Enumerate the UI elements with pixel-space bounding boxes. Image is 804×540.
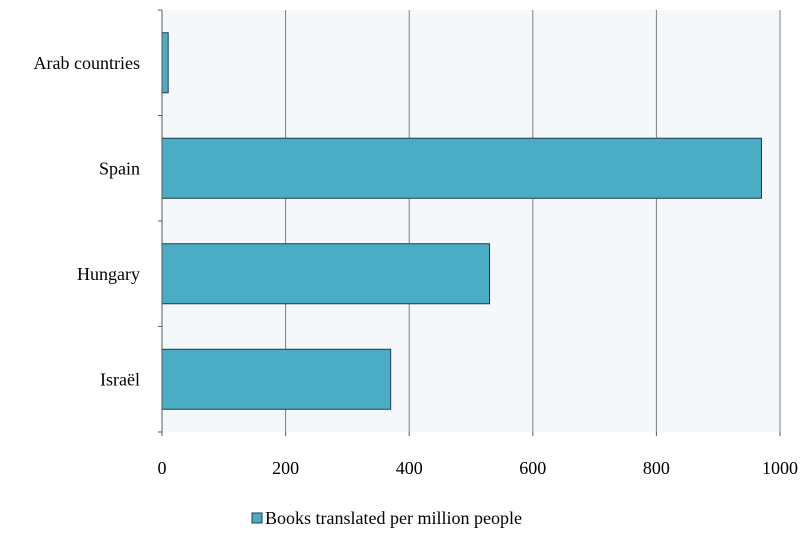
- legend-swatch: [251, 512, 263, 524]
- category-label: Hungary: [77, 264, 140, 284]
- legend-label: Books translated per million people: [265, 508, 522, 528]
- bar: [161, 32, 169, 94]
- bar: [161, 348, 392, 410]
- category-label: Spain: [99, 158, 140, 178]
- x-tick-label: 1000: [762, 458, 798, 478]
- x-axis-ticks: 0 200 400 600 800 1000: [158, 432, 798, 478]
- legend: Books translated per million people: [251, 508, 522, 528]
- bars: [161, 32, 762, 410]
- category-label: Israël: [100, 369, 140, 389]
- x-tick-label: 0: [158, 458, 167, 478]
- category-label: Arab countries: [34, 53, 140, 73]
- x-tick-label: 400: [396, 458, 423, 478]
- x-tick-label: 600: [519, 458, 546, 478]
- x-tick-label: 800: [643, 458, 670, 478]
- bar: [161, 243, 491, 305]
- bar: [161, 137, 762, 199]
- x-tick-label: 200: [272, 458, 299, 478]
- category-labels: Arab countries Spain Hungary Israël: [34, 9, 162, 433]
